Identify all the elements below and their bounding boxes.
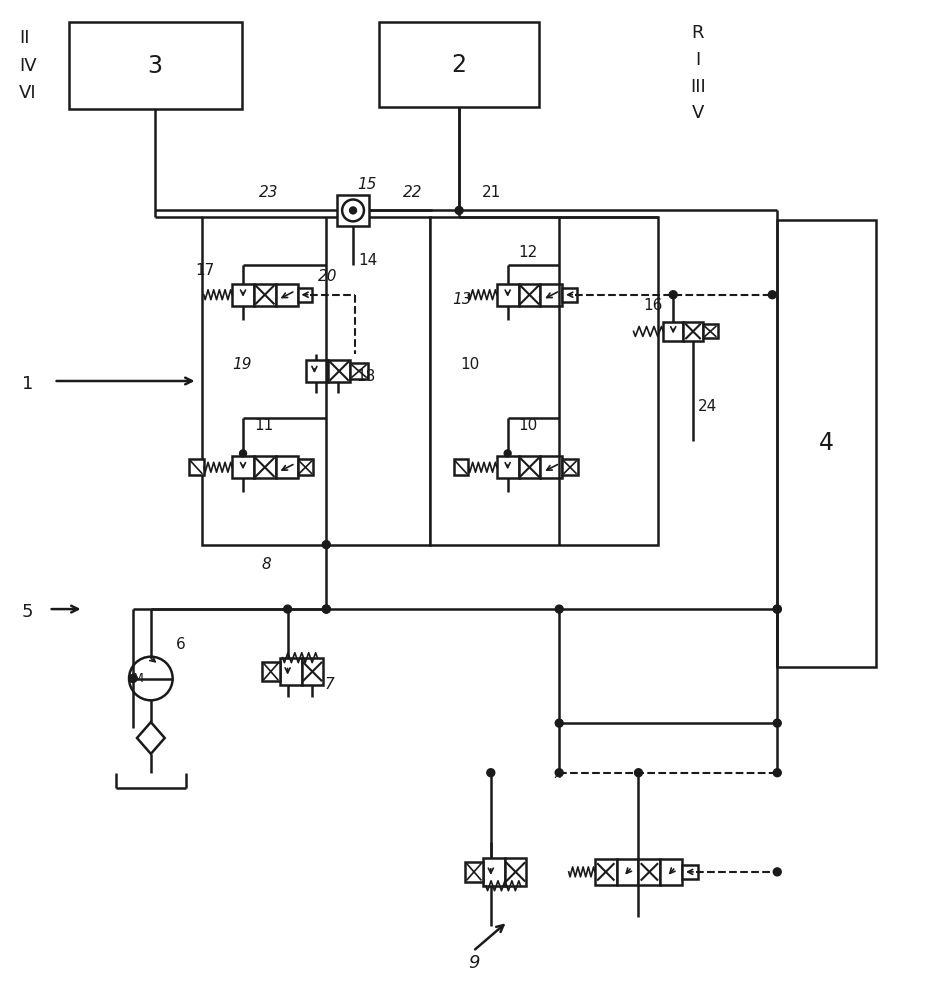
Text: 12: 12 [519,245,538,260]
Circle shape [774,868,781,876]
Text: VI: VI [19,84,37,102]
Bar [664,322,683,341]
Text: R: R [692,24,704,42]
Bar [302,658,323,685]
Circle shape [240,450,246,457]
Polygon shape [137,722,164,754]
Bar [232,456,254,478]
Bar [505,858,526,886]
Bar [519,456,540,478]
Circle shape [774,605,781,613]
Bar [519,284,540,306]
Circle shape [556,605,563,613]
Text: 7: 7 [324,677,334,692]
Circle shape [284,605,291,613]
Text: 17: 17 [196,263,214,278]
Bar [298,459,313,475]
Circle shape [322,605,330,613]
Bar [595,859,617,885]
Bar [262,662,280,681]
Text: 24: 24 [698,399,717,414]
Bar [254,456,275,478]
Text: 11: 11 [254,418,274,433]
Circle shape [129,657,173,700]
Bar [280,658,302,685]
Text: III: III [690,78,706,96]
Text: 13: 13 [452,292,472,307]
Text: II: II [19,29,29,47]
Bar [483,858,505,886]
Circle shape [342,200,364,221]
Bar [431,217,658,545]
Bar [703,324,718,338]
Text: 10: 10 [519,418,538,433]
Circle shape [487,769,494,777]
Text: 21: 21 [482,185,501,200]
Bar [254,284,275,306]
Bar [562,288,577,302]
Circle shape [556,719,563,727]
Text: 8: 8 [262,557,272,572]
Bar [453,459,468,475]
Bar [638,859,660,885]
Circle shape [768,291,776,299]
Text: 19: 19 [232,357,252,372]
Bar [562,459,578,475]
Text: I: I [696,51,700,69]
Bar [202,217,431,545]
Text: x: x [554,768,560,781]
Bar [306,360,328,382]
Text: 22: 22 [402,185,422,200]
Circle shape [669,291,677,299]
Circle shape [129,675,137,682]
Text: 20: 20 [319,269,337,284]
Bar [69,22,242,109]
Bar [189,459,204,475]
Circle shape [504,450,511,457]
Bar [275,456,298,478]
Bar [540,456,562,478]
Bar [496,284,519,306]
Text: 18: 18 [356,369,375,384]
Circle shape [556,769,563,777]
Bar [777,220,876,667]
Text: 1: 1 [22,375,34,393]
Bar [328,360,350,382]
Circle shape [774,769,781,777]
Bar [275,284,298,306]
Circle shape [774,719,781,727]
Bar [379,22,540,107]
Bar [496,456,519,478]
Text: 23: 23 [258,185,278,200]
Circle shape [350,207,356,214]
Text: 10: 10 [460,357,479,372]
Circle shape [774,605,781,613]
Text: 15: 15 [357,177,377,192]
Text: 9: 9 [468,954,479,972]
Bar [350,363,368,379]
Text: M: M [133,672,144,685]
Bar [337,195,368,226]
Circle shape [455,206,463,214]
Text: 14: 14 [358,253,377,268]
Text: V: V [692,104,704,122]
Circle shape [322,541,330,549]
Text: 4: 4 [820,431,835,455]
Circle shape [322,605,330,613]
Bar [465,862,483,882]
Bar [540,284,562,306]
Bar [682,865,698,879]
Text: 16: 16 [644,298,663,313]
Circle shape [634,769,642,777]
Text: 5: 5 [22,603,34,621]
Bar [683,322,703,341]
Bar [617,859,638,885]
Bar [298,288,312,302]
Text: 2: 2 [451,53,466,77]
Bar [232,284,254,306]
Text: IV: IV [19,57,37,75]
Text: 3: 3 [148,54,163,78]
Bar [660,859,682,885]
Text: 6: 6 [176,637,185,652]
